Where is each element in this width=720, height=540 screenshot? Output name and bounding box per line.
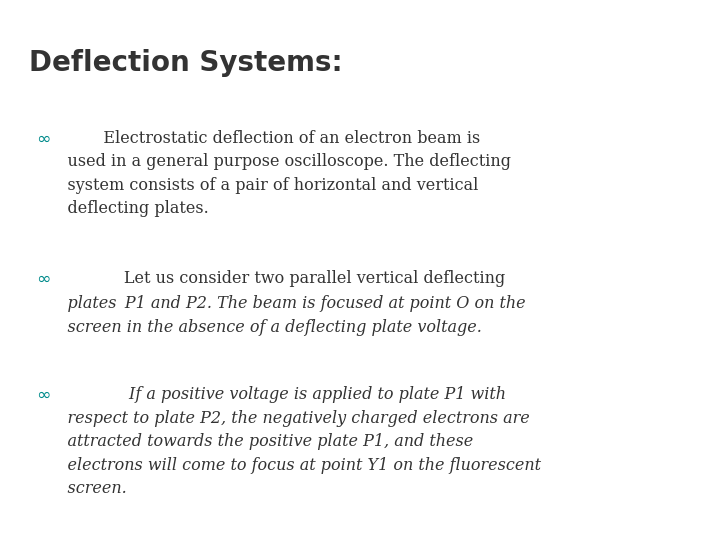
Text: If a positive voltage is applied to plate P1 with
    respect to plate P2, the n: If a positive voltage is applied to plat… [47,386,541,497]
Text: ∞: ∞ [36,270,50,288]
Text: ∞: ∞ [36,130,50,147]
Text: plates  P1 and P2. The beam is focused at point O on the
    screen in the absen: plates P1 and P2. The beam is focused at… [47,295,526,336]
Text: Electrostatic deflection of an electron beam is
    used in a general purpose os: Electrostatic deflection of an electron … [47,130,510,217]
Text: Let us consider two parallel vertical deflecting: Let us consider two parallel vertical de… [47,270,505,287]
Text: Deflection Systems:: Deflection Systems: [29,49,343,77]
Text: ∞: ∞ [36,386,50,404]
